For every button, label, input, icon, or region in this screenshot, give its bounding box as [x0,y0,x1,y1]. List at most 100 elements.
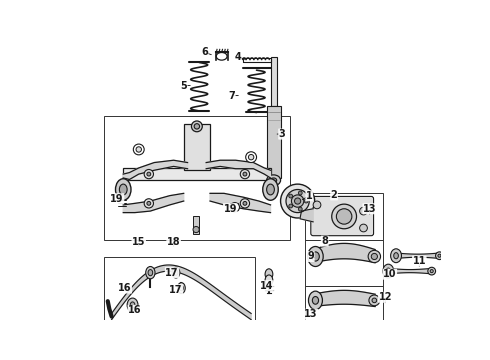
Ellipse shape [436,252,443,260]
Ellipse shape [281,184,315,218]
Bar [123,168,270,180]
Ellipse shape [265,275,273,286]
Ellipse shape [267,184,274,195]
Text: 17: 17 [165,267,179,278]
Ellipse shape [267,175,281,186]
Ellipse shape [304,199,308,203]
Ellipse shape [438,254,441,257]
Ellipse shape [286,189,309,213]
Ellipse shape [394,253,398,259]
Ellipse shape [386,268,391,274]
Ellipse shape [130,302,135,308]
Ellipse shape [243,172,247,176]
Text: 5: 5 [180,81,187,91]
Bar [193,216,199,234]
Ellipse shape [312,297,318,304]
Ellipse shape [245,152,257,163]
Ellipse shape [270,178,277,183]
Ellipse shape [192,121,202,132]
Ellipse shape [147,202,151,205]
Text: 9: 9 [307,252,314,261]
Text: 14: 14 [260,281,273,291]
Ellipse shape [144,170,153,179]
Ellipse shape [383,264,394,278]
Polygon shape [300,209,313,222]
Ellipse shape [193,226,199,233]
Ellipse shape [292,195,304,207]
FancyBboxPatch shape [311,197,373,236]
Bar [305,193,383,239]
Ellipse shape [391,249,401,263]
Text: 16: 16 [118,283,131,293]
Ellipse shape [146,266,155,279]
Polygon shape [123,160,188,180]
Ellipse shape [230,203,240,212]
Ellipse shape [144,199,153,208]
Ellipse shape [116,179,131,200]
Ellipse shape [194,124,199,129]
Ellipse shape [263,179,278,200]
Ellipse shape [368,250,381,263]
Text: 3: 3 [279,129,286,139]
Text: 16: 16 [128,305,142,315]
Ellipse shape [243,202,247,205]
Bar [271,57,277,106]
Text: 8: 8 [321,236,328,246]
Text: 4: 4 [235,52,241,62]
Ellipse shape [148,270,153,276]
Ellipse shape [265,269,273,280]
Ellipse shape [136,147,142,152]
Ellipse shape [240,199,249,208]
Ellipse shape [309,291,322,310]
Bar [184,124,210,170]
Text: 19: 19 [223,204,237,214]
Polygon shape [388,269,432,274]
Bar [305,239,383,286]
Ellipse shape [133,144,144,155]
Ellipse shape [172,267,180,278]
Polygon shape [313,243,375,263]
Text: 2: 2 [331,190,338,200]
Ellipse shape [177,283,185,293]
Polygon shape [396,253,440,258]
Ellipse shape [120,184,127,195]
Text: 10: 10 [383,269,396,279]
Ellipse shape [179,285,183,291]
Ellipse shape [174,270,178,275]
Ellipse shape [289,204,293,208]
Text: 13: 13 [304,309,318,319]
Polygon shape [210,193,270,213]
Ellipse shape [308,247,323,266]
Ellipse shape [127,298,138,312]
Ellipse shape [360,224,368,232]
Polygon shape [112,265,251,320]
Ellipse shape [336,209,352,224]
Polygon shape [206,160,270,178]
Ellipse shape [248,154,254,160]
Ellipse shape [298,191,302,195]
Bar [104,257,255,320]
Ellipse shape [312,252,319,261]
Bar [267,106,281,178]
Ellipse shape [372,298,377,303]
Text: 12: 12 [378,292,392,302]
Text: 13: 13 [363,204,376,214]
Ellipse shape [371,253,377,260]
Ellipse shape [147,172,151,176]
Ellipse shape [360,207,368,215]
Ellipse shape [298,207,302,211]
Text: 11: 11 [413,256,426,266]
Bar [305,286,383,320]
Ellipse shape [369,295,380,306]
Text: 15: 15 [132,237,146,247]
Ellipse shape [289,194,293,198]
Ellipse shape [240,170,249,179]
Polygon shape [123,193,184,213]
Text: 17: 17 [169,285,183,294]
Ellipse shape [332,204,357,229]
Ellipse shape [428,267,436,275]
Text: 7: 7 [228,91,235,100]
Ellipse shape [313,201,321,209]
Bar [104,116,290,239]
Text: 18: 18 [167,237,180,247]
